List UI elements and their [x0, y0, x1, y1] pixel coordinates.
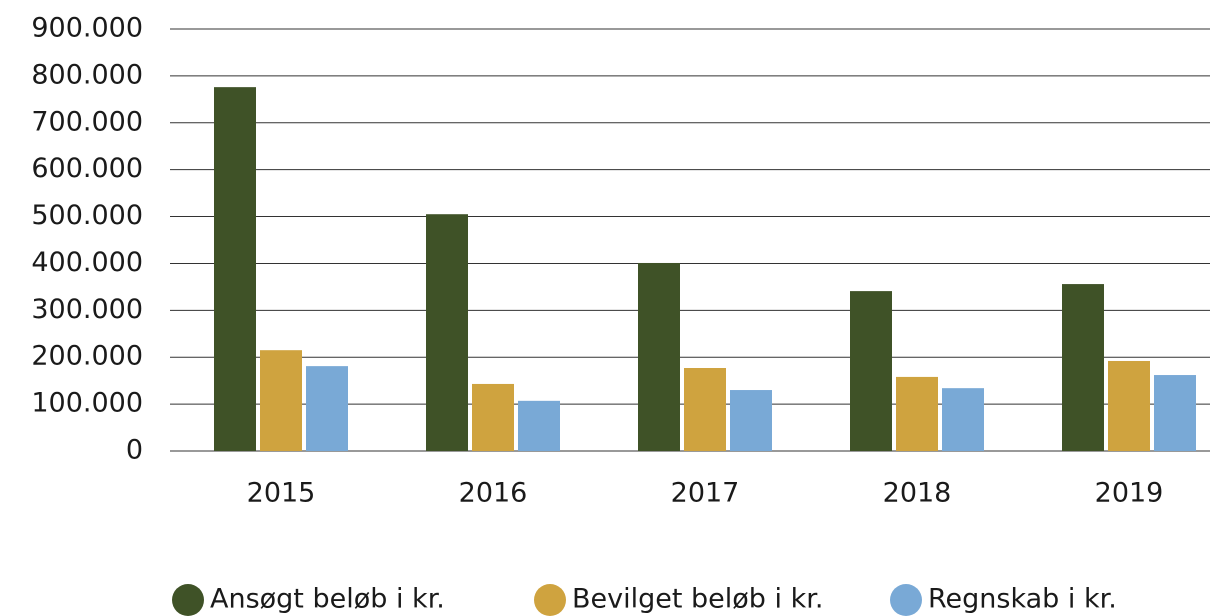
bar: [426, 214, 468, 451]
legend-marker: [172, 584, 204, 616]
legend-marker: [534, 584, 566, 616]
bar: [260, 350, 302, 451]
bar: [942, 388, 984, 451]
bar: [730, 390, 772, 451]
x-tick-label: 2019: [1095, 478, 1164, 509]
legend-marker: [890, 584, 922, 616]
bar: [850, 291, 892, 451]
bar: [638, 262, 680, 451]
x-tick-label: 2017: [671, 478, 740, 509]
bar: [472, 383, 514, 451]
y-tick-label: 100.000: [31, 388, 143, 419]
bar: [518, 400, 560, 451]
bar: [1062, 284, 1104, 451]
legend-label: Ansøgt beløb i kr.: [210, 584, 445, 615]
bar: [306, 366, 348, 451]
bar: [896, 376, 938, 451]
x-tick-label: 2016: [459, 478, 528, 509]
y-tick-label: 900.000: [31, 13, 143, 44]
y-tick-label: 0: [126, 435, 143, 466]
bar: [1108, 360, 1150, 451]
y-tick-label: 200.000: [31, 341, 143, 372]
bar: [1154, 375, 1196, 451]
legend-label: Regnskab i kr.: [928, 584, 1117, 615]
bar: [214, 87, 256, 452]
y-tick-label: 500.000: [31, 200, 143, 231]
y-tick-label: 700.000: [31, 106, 143, 137]
legend-label: Bevilget beløb i kr.: [572, 584, 823, 615]
y-tick-label: 300.000: [31, 294, 143, 325]
x-tick-label: 2015: [247, 478, 316, 509]
y-tick-label: 400.000: [31, 247, 143, 278]
y-tick-label: 800.000: [31, 59, 143, 90]
y-tick-label: 600.000: [31, 153, 143, 184]
bar: [684, 368, 726, 451]
x-tick-label: 2018: [883, 478, 952, 509]
